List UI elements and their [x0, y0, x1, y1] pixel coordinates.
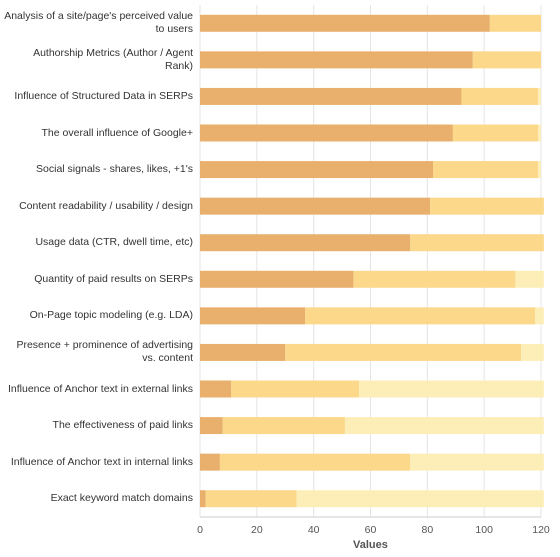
x-axis: 0 20 40 60 80 100 120: [197, 516, 550, 536]
bar-segment-2: [452, 124, 539, 142]
bar-segment-1: [200, 234, 411, 252]
category-label: Analysis of a site/page's perceived valu…: [4, 10, 193, 36]
bar-segment-1: [200, 51, 473, 69]
bar-segment-1: [200, 380, 232, 398]
category-label: The overall influence of Google+: [41, 126, 193, 139]
x-tick-label: 80: [421, 524, 433, 536]
bar-segment-3: [538, 161, 541, 179]
category-label: Influence of Anchor text in internal lin…: [10, 455, 193, 468]
bar-segment-1: [200, 197, 431, 215]
bar-segment-1: [200, 87, 462, 105]
bar-segment-3: [359, 380, 544, 398]
category-label: Quantity of paid results on SERPs: [34, 272, 193, 285]
category-label: The effectiveness of paid links: [52, 419, 193, 432]
bar-segment-1: [200, 453, 220, 471]
x-tick-label: 0: [197, 524, 203, 536]
bar-segment-1: [200, 343, 286, 361]
bar-segment-3: [538, 124, 541, 142]
grid-lines: [199, 5, 542, 517]
x-tick-label: 100: [475, 524, 493, 536]
category-label: On-Page topic modeling (e.g. LDA): [29, 309, 193, 322]
category-label: Social signals - shares, likes, +1's: [36, 163, 193, 176]
bar-segment-2: [472, 51, 541, 69]
category-label: Influence of Anchor text in external lin…: [7, 382, 193, 395]
bar-segment-1: [200, 161, 434, 179]
bar-segment-1: [200, 417, 223, 435]
category-label: Presence + prominence of advertising vs.…: [16, 339, 193, 365]
x-tick-label: 120: [532, 524, 550, 536]
bar-segment-3: [538, 87, 541, 105]
bar-segment-2: [430, 197, 544, 215]
bar-segment-2: [219, 453, 411, 471]
bar-segment-1: [200, 307, 306, 325]
bar-segment-1: [200, 14, 490, 32]
bar-segment-2: [433, 161, 539, 179]
bar-segment-2: [353, 270, 516, 288]
bar-segment-2: [285, 343, 522, 361]
bar-segment-3: [521, 343, 544, 361]
bar-segment-3: [296, 490, 544, 508]
x-tick-label: 20: [251, 524, 263, 536]
category-label: Usage data (CTR, dwell time, etc): [35, 236, 193, 249]
x-tick-label: 40: [308, 524, 320, 536]
bar-segment-2: [461, 87, 539, 105]
category-label: Authorship Metrics (Author / Agent Rank): [33, 46, 193, 72]
bar-segment-3: [515, 270, 544, 288]
bar-segment-3: [535, 307, 544, 325]
bar-segment-2: [231, 380, 360, 398]
bar-segment-1: [200, 124, 453, 142]
category-label: Content readability / usability / design: [19, 199, 193, 212]
bar-segment-2: [305, 307, 536, 325]
bar-segment-2: [489, 14, 541, 32]
bar-segment-3: [344, 417, 544, 435]
bar-segment-2: [222, 417, 345, 435]
bar-segment-2: [205, 490, 297, 508]
bar-segment-1: [200, 490, 206, 508]
x-tick-label: 60: [365, 524, 377, 536]
x-axis-title: Values: [353, 539, 388, 551]
bar-segment-3: [410, 453, 544, 471]
bar-segment-2: [410, 234, 544, 252]
category-label: Influence of Structured Data in SERPs: [14, 89, 193, 102]
bars: [200, 14, 544, 508]
category-label: Exact keyword match domains: [50, 492, 193, 505]
bar-segment-1: [200, 270, 354, 288]
